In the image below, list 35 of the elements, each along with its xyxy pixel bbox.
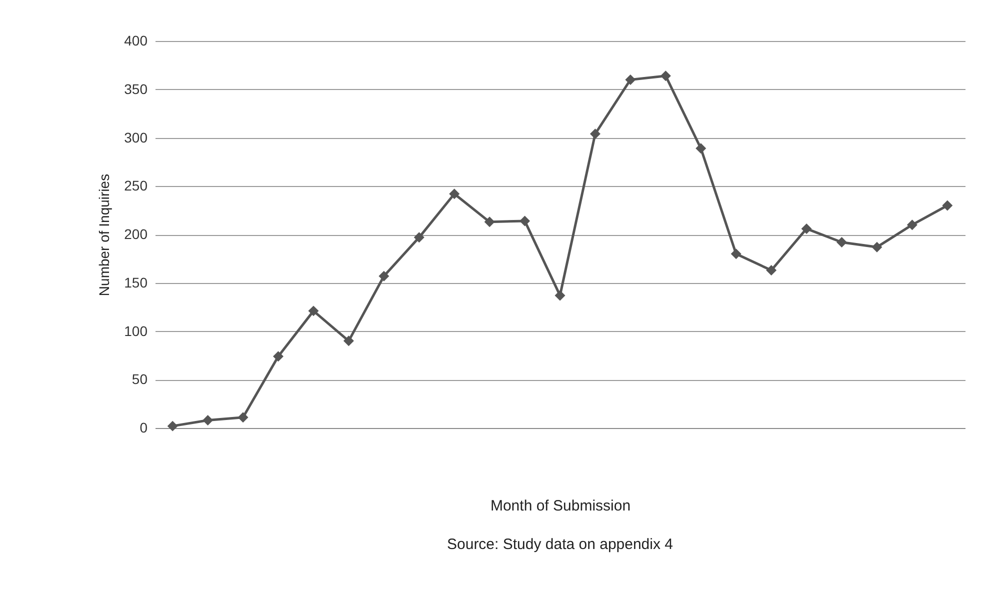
point: [766, 265, 777, 276]
point: [801, 223, 812, 234]
y-tick-label: 100: [124, 322, 148, 339]
y-tick-label: 0: [140, 420, 148, 436]
point: [343, 336, 354, 346]
point: [696, 143, 706, 154]
point: [942, 200, 953, 211]
y-tick-label: 350: [124, 80, 148, 97]
point: [202, 415, 214, 426]
point: [730, 248, 742, 260]
y-axis-title: Number of Inquiries: [96, 174, 112, 296]
y-tick-label: 200: [124, 226, 148, 242]
point: [449, 188, 460, 200]
point: [590, 128, 600, 140]
point: [520, 216, 530, 226]
point: [308, 306, 319, 316]
point: [378, 270, 390, 282]
point: [238, 412, 248, 423]
point: [872, 242, 882, 252]
y-tick-label: 50: [132, 371, 148, 388]
point: [273, 351, 284, 362]
x-axis-title: Month of Submission: [490, 498, 631, 514]
y-tick-label: 400: [124, 32, 148, 48]
point: [906, 220, 918, 230]
y-tick-label: 300: [124, 129, 148, 146]
point: [554, 290, 566, 301]
y-tick-label: 150: [124, 274, 148, 290]
point: [660, 70, 671, 82]
point: [836, 236, 847, 248]
point: [484, 216, 495, 228]
point: [625, 74, 636, 85]
y-tick-label: 250: [124, 178, 148, 194]
source-note: Source: Study data on appendix 4: [447, 536, 673, 553]
point: [167, 420, 178, 432]
point: [414, 232, 424, 243]
